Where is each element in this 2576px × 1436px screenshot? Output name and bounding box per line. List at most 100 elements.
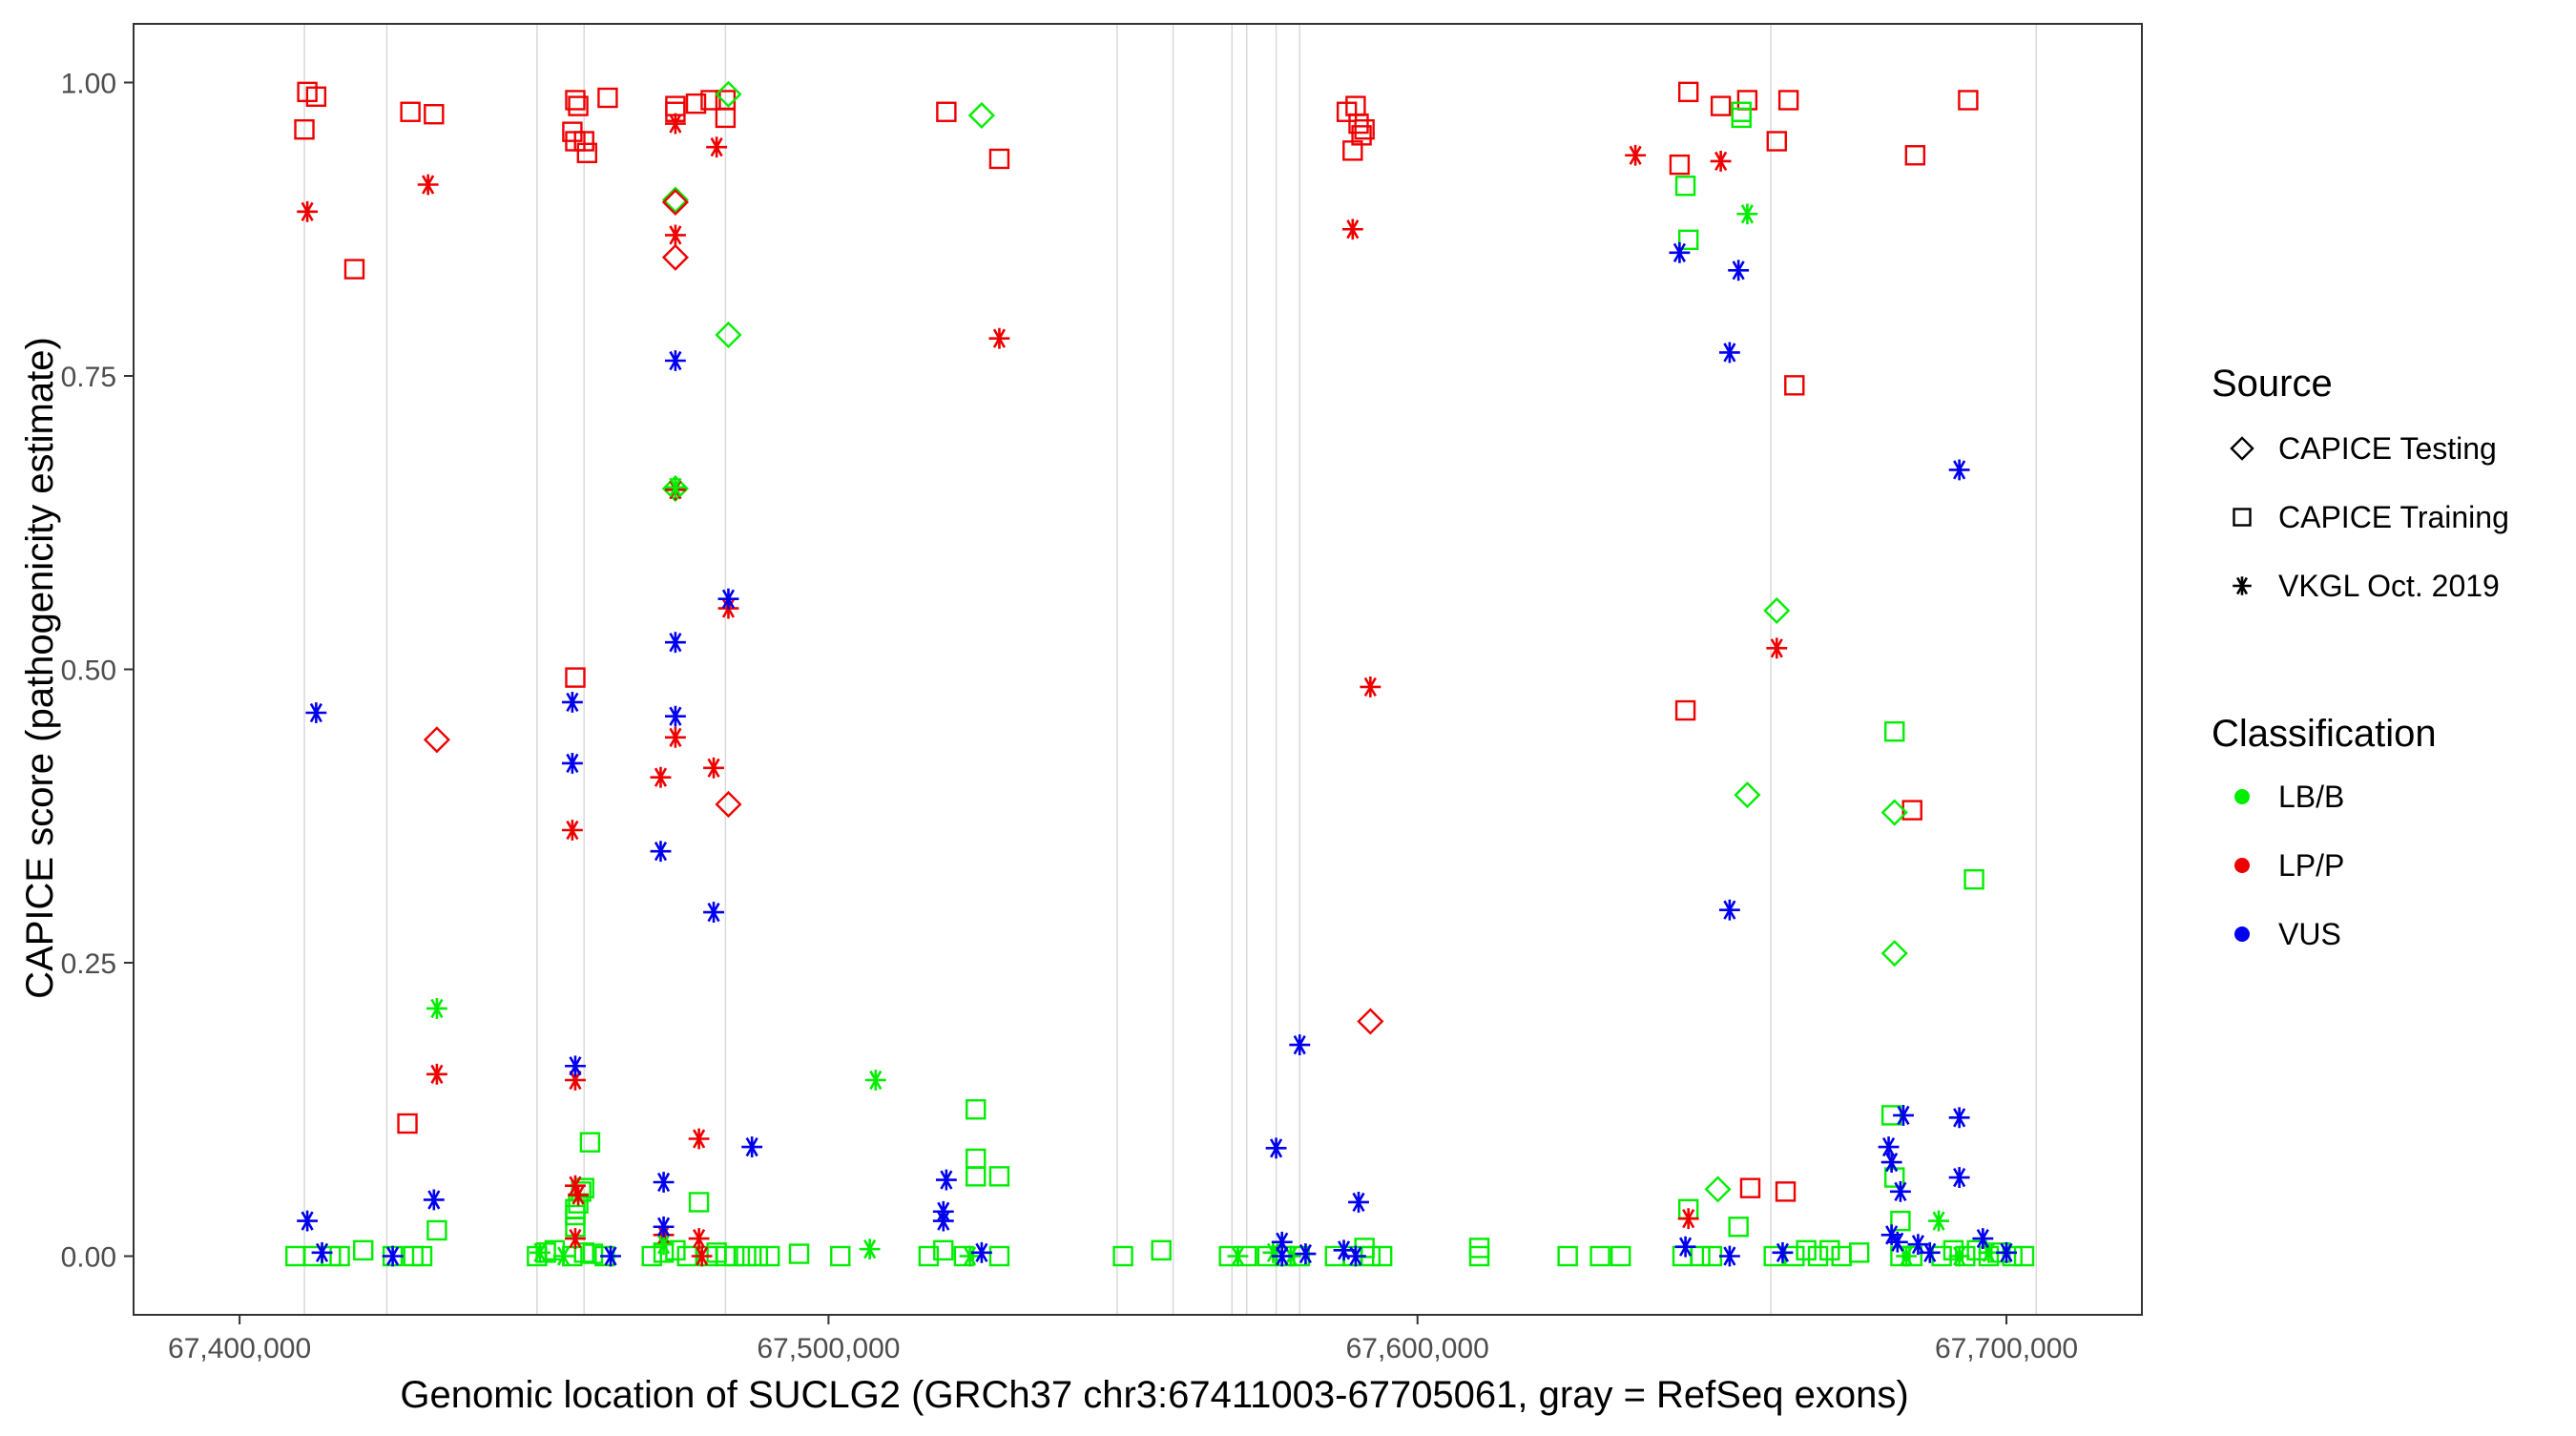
- data-point: [576, 142, 598, 164]
- data-point: [1948, 1107, 1970, 1129]
- data-point: [1731, 101, 1752, 122]
- data-point: [597, 87, 618, 109]
- data-point: [1796, 1239, 1817, 1261]
- data-point: [1890, 1210, 1911, 1232]
- data-point: [700, 90, 721, 111]
- data-point: [411, 1245, 433, 1267]
- data-point: [311, 1241, 333, 1263]
- legend-label: CAPICE Training: [2278, 500, 2509, 534]
- data-point: [1351, 125, 1372, 146]
- data-point: [1777, 90, 1799, 111]
- legend-title: Source: [2212, 363, 2333, 405]
- data-point: [717, 588, 739, 610]
- data-point: [933, 1239, 954, 1261]
- data-point: [561, 692, 583, 713]
- data-point: [641, 1245, 662, 1267]
- data-point: [1886, 1231, 1908, 1253]
- data-point: [1948, 1167, 1970, 1189]
- data-point: [1893, 1104, 1914, 1126]
- data-point: [1772, 1241, 1794, 1263]
- data-point: [664, 113, 686, 135]
- data-point: [1333, 1239, 1355, 1261]
- data-point: [706, 136, 728, 158]
- legend-label: LP/P: [2278, 848, 2344, 883]
- data-point: [426, 1219, 447, 1241]
- data-point: [1271, 1231, 1293, 1253]
- data-point: [703, 757, 724, 779]
- legend-label: VKGL Oct. 2019: [2278, 569, 2500, 603]
- y-tick-label: 0.75: [61, 362, 116, 393]
- data-point: [1348, 1191, 1369, 1213]
- data-point: [688, 1228, 710, 1249]
- data-point: [959, 1245, 981, 1267]
- data-point: [1289, 1034, 1311, 1056]
- data-point: [723, 1245, 745, 1267]
- data-point: [967, 101, 995, 129]
- data-point: [1341, 219, 1363, 240]
- data-point: [1958, 90, 1979, 111]
- data-point: [1718, 899, 1740, 921]
- data-point: [758, 1245, 780, 1267]
- data-point: [573, 131, 594, 152]
- data-point: [1669, 241, 1691, 263]
- y-tick-label: 0.25: [61, 948, 116, 980]
- data-point: [579, 1132, 601, 1153]
- data-point: [1896, 1245, 1917, 1267]
- data-point: [1690, 1245, 1711, 1267]
- data-point: [565, 1055, 586, 1077]
- data-point: [664, 476, 686, 498]
- data-point: [1807, 1245, 1829, 1267]
- data-point: [988, 1166, 1010, 1187]
- data-point: [688, 1192, 710, 1213]
- data-point: [530, 1241, 551, 1263]
- data-point: [1704, 1176, 1732, 1203]
- x-tick-label: 67,400,000: [168, 1333, 311, 1364]
- data-point: [1589, 1245, 1610, 1267]
- data-point: [565, 1070, 586, 1091]
- data-point: [353, 1239, 374, 1261]
- data-point: [859, 1238, 881, 1260]
- data-point: [664, 726, 686, 748]
- data-point: [1674, 1236, 1696, 1258]
- data-point: [329, 1245, 350, 1267]
- legend-key: [2230, 436, 2254, 461]
- data-point: [988, 327, 1010, 349]
- data-point: [2013, 1245, 2035, 1267]
- data-point: [1674, 699, 1696, 721]
- data-point: [1677, 81, 1699, 103]
- data-point: [552, 1245, 574, 1267]
- data-point: [565, 667, 586, 688]
- data-point: [1784, 375, 1805, 396]
- data-point: [1775, 1181, 1797, 1202]
- legend: Source CAPICE Testing CAPICE Training VKGL …: [2212, 363, 2509, 951]
- data-point: [988, 1245, 1010, 1267]
- data-point: [1763, 596, 1791, 625]
- data-point: [864, 1070, 886, 1091]
- data-point: [565, 1175, 586, 1197]
- data-point: [1360, 676, 1381, 697]
- data-point: [565, 90, 586, 111]
- data-point: [966, 1166, 987, 1187]
- data-point: [664, 705, 686, 727]
- data-point: [1819, 1239, 1840, 1261]
- legend-key: [2234, 926, 2250, 942]
- data-point: [664, 350, 686, 371]
- data-point: [664, 224, 686, 246]
- y-tick-label: 1.00: [61, 69, 116, 100]
- data-point: [664, 632, 686, 654]
- data-point: [1766, 131, 1787, 152]
- x-tick-label: 67,600,000: [1346, 1333, 1489, 1364]
- exon-lines: [303, 24, 2038, 1315]
- x-tick-label: 67,500,000: [757, 1333, 900, 1364]
- data-point: [1265, 1137, 1287, 1159]
- y-tick-label: 0.50: [61, 656, 116, 687]
- data-point: [1357, 1008, 1384, 1035]
- data-point: [685, 93, 707, 114]
- data-point: [736, 1245, 757, 1267]
- data-point: [1928, 1210, 1949, 1232]
- data-point: [1904, 145, 1926, 166]
- legend-key: [2234, 789, 2250, 804]
- legend-key: [2233, 508, 2252, 527]
- data-point: [1878, 1136, 1900, 1158]
- data-point: [788, 1243, 810, 1264]
